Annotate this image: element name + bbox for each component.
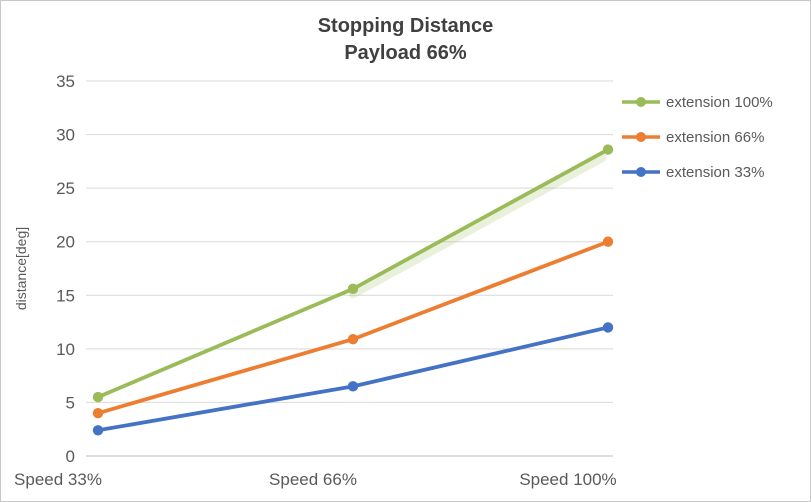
y-tick-label: 20 — [56, 233, 75, 252]
legend-marker-icon — [622, 132, 660, 142]
data-point-marker — [92, 391, 104, 403]
data-point-marker — [347, 283, 359, 295]
y-tick-label: 30 — [56, 126, 75, 145]
legend-marker-icon — [622, 97, 660, 107]
data-point-marker — [347, 334, 359, 345]
legend-item-2: extension 66% — [621, 126, 773, 148]
series-line — [96, 147, 610, 399]
x-category-label: Speed 66% — [269, 470, 357, 489]
legend-label: extension 66% — [666, 128, 765, 146]
series-glow — [348, 153, 607, 299]
legend: extension 100% extension 66% extension 33% — [621, 91, 773, 183]
data-point-marker — [602, 144, 614, 155]
data-point-marker — [92, 407, 104, 419]
x-category-label: Speed 100% — [519, 470, 616, 489]
data-point-marker — [602, 322, 614, 333]
data-point-marker — [347, 381, 359, 392]
legend-label: extension 33% — [666, 163, 765, 181]
y-tick-label: 25 — [56, 179, 75, 198]
x-category-label: Speed 33% — [14, 470, 102, 489]
y-axis-title: distance[deg] — [13, 227, 29, 310]
legend-item-1: extension 100% — [621, 91, 773, 113]
y-tick-label: 35 — [56, 72, 75, 91]
y-tick-label: 5 — [66, 393, 75, 412]
y-tick-label: 0 — [66, 447, 75, 466]
data-point-marker — [92, 425, 104, 436]
y-tick-label: 10 — [56, 340, 75, 359]
legend-label: extension 100% — [666, 93, 773, 111]
legend-item-3: extension 33% — [621, 161, 773, 183]
data-point-marker — [602, 236, 614, 247]
y-tick-label: 15 — [56, 286, 75, 305]
legend-marker-icon — [622, 167, 660, 177]
